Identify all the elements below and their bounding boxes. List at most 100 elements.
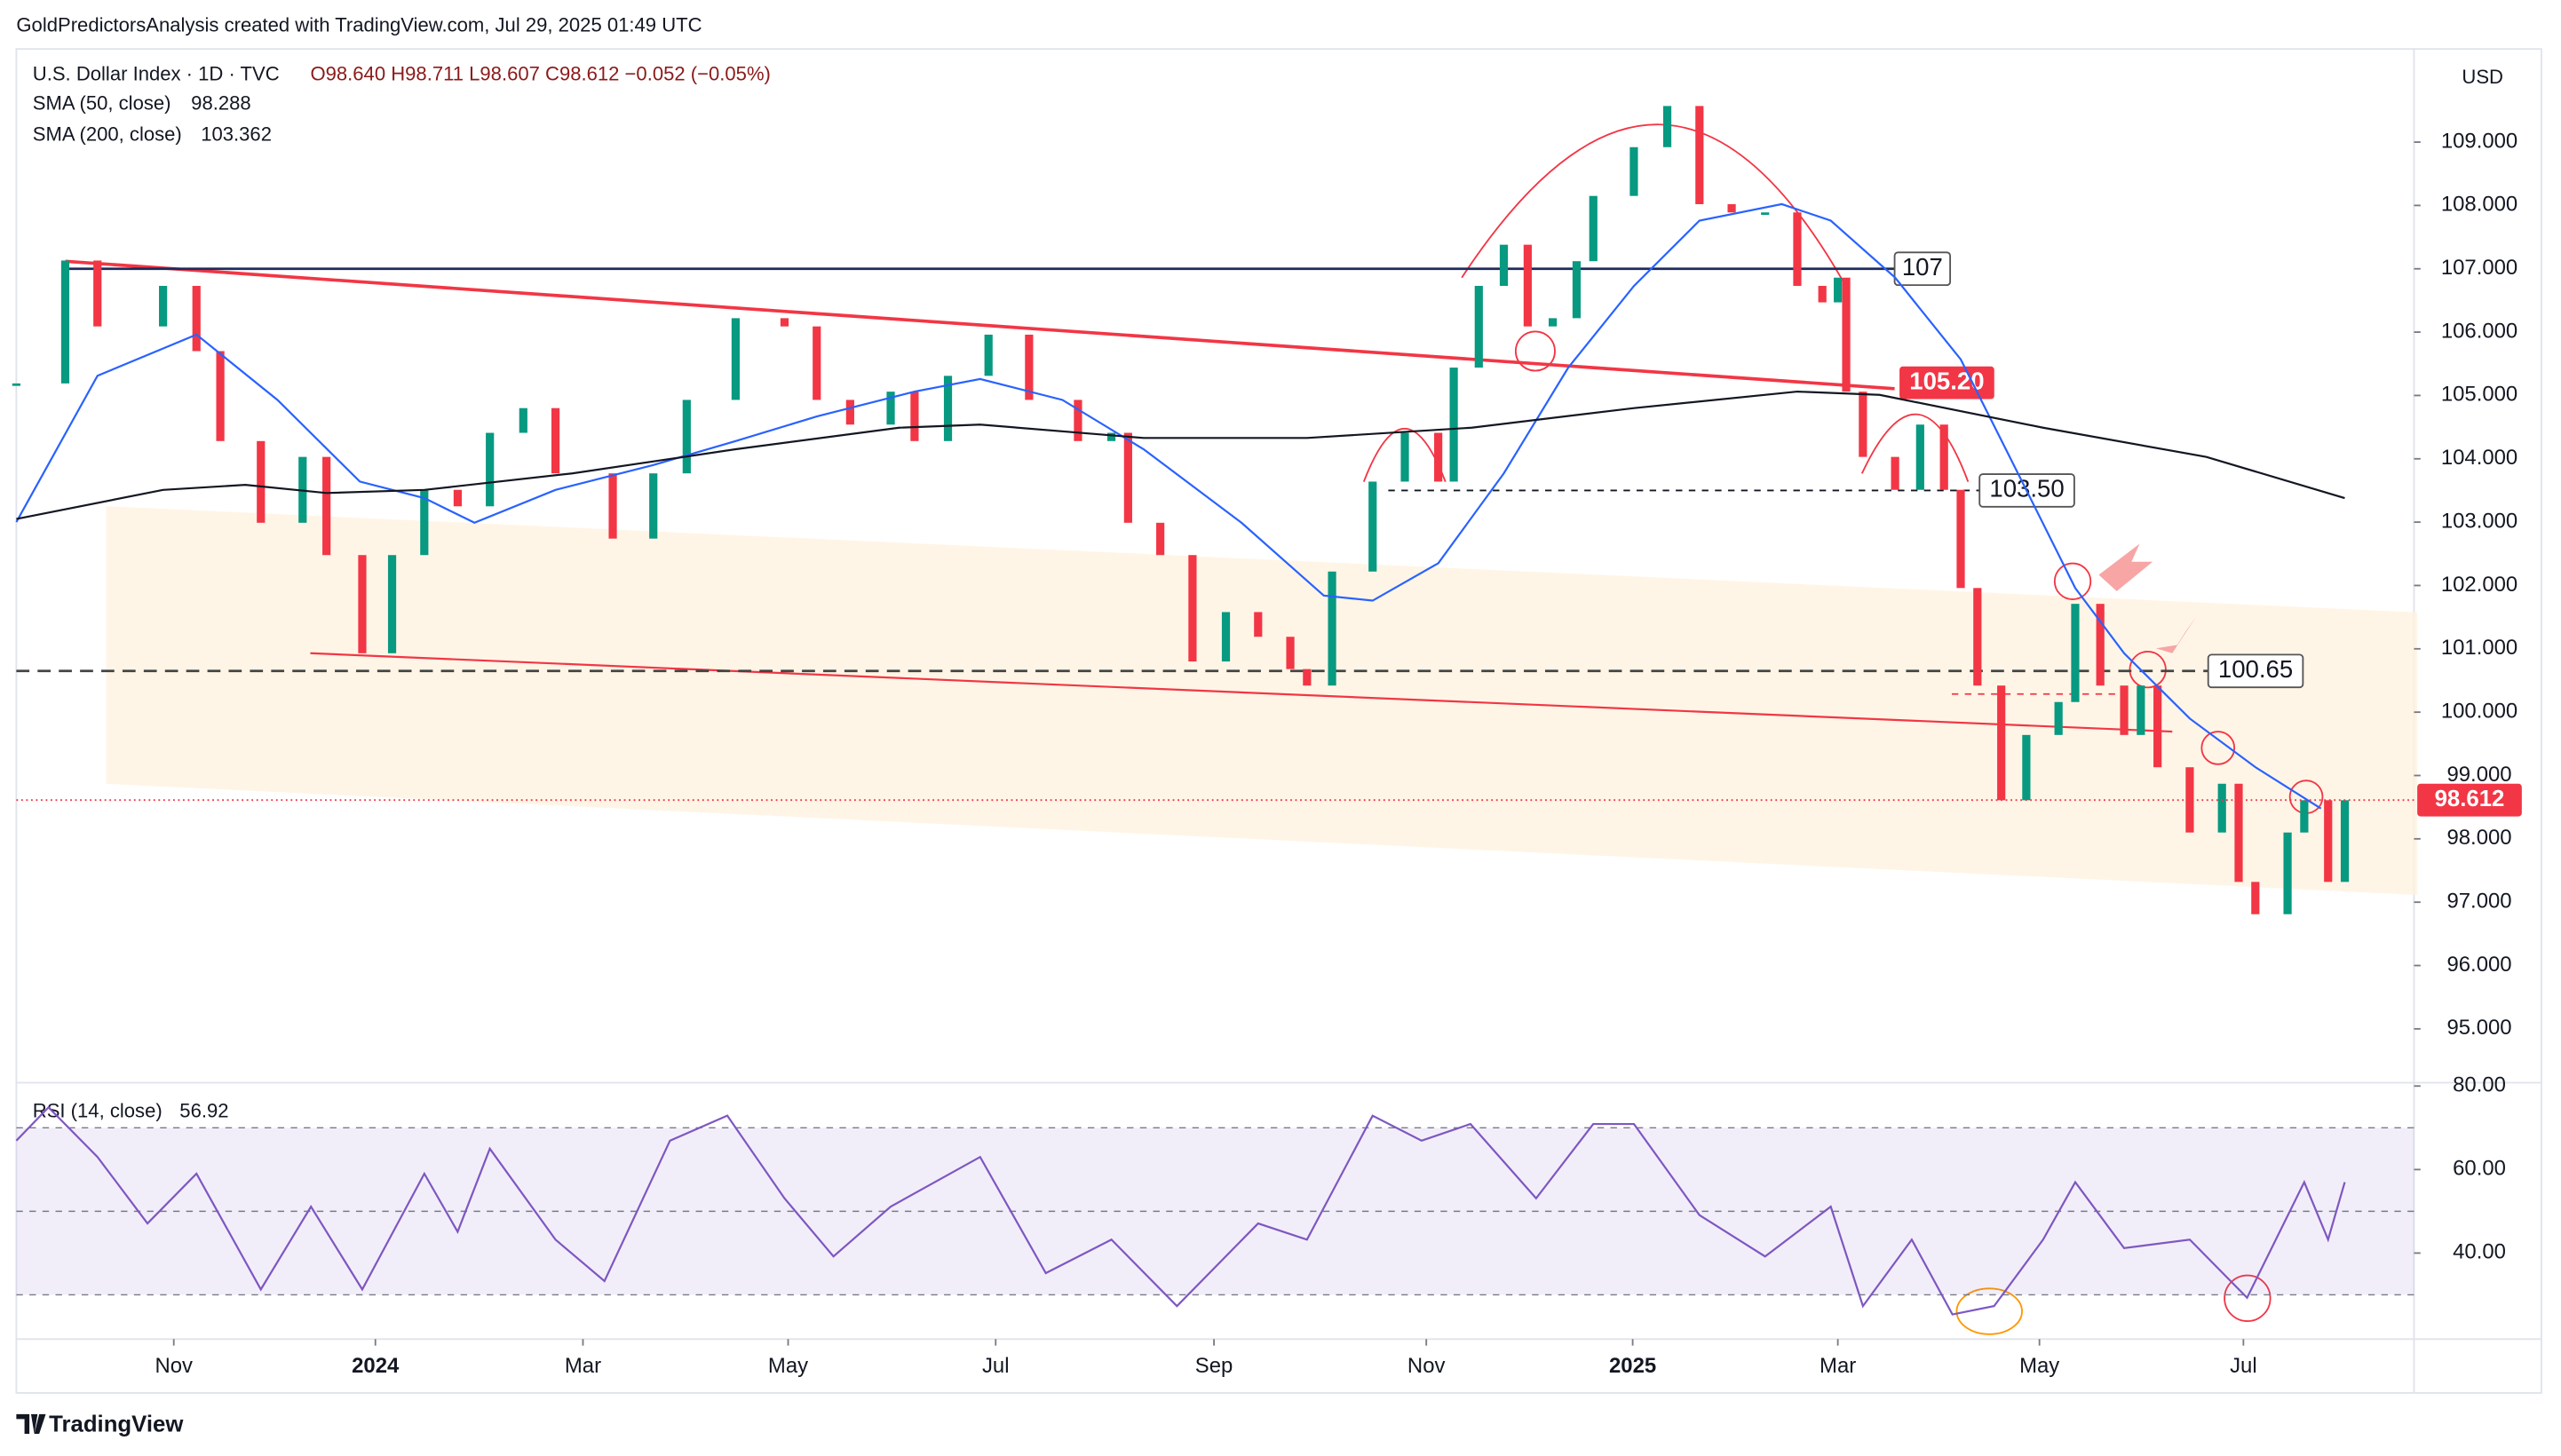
y-tick-label: 106.000 [2441, 319, 2517, 343]
candle [1156, 522, 1165, 556]
candle [682, 400, 691, 474]
candle [1662, 106, 1672, 147]
candle [486, 432, 495, 507]
sma-line [16, 390, 2345, 520]
legend-rsi-value: 56.92 [179, 1099, 228, 1121]
candle [2153, 685, 2162, 768]
candle [1328, 571, 1336, 686]
candle [608, 473, 617, 539]
candle [1842, 277, 1851, 392]
candle [322, 456, 331, 556]
footer: TradingView [49, 1412, 184, 1437]
rsi-y-tick-label: 80.00 [2453, 1073, 2506, 1097]
x-tick-label: 2024 [352, 1354, 400, 1378]
currency: USD [2462, 66, 2503, 88]
candle [1254, 612, 1263, 637]
y-tick-label: 99.000 [2446, 763, 2511, 787]
legend-rsi: RSI (14, close) [33, 1099, 163, 1121]
candle [1973, 588, 1982, 686]
candle [2300, 800, 2309, 833]
last-price-label: 98.612 [2435, 787, 2505, 811]
legend-sma-value: 98.288 [191, 92, 250, 115]
candle [984, 334, 993, 376]
candle [1368, 481, 1377, 572]
y-tick-label: 103.000 [2441, 509, 2517, 533]
candle [2054, 701, 2063, 735]
x-tick-label: May [2019, 1354, 2059, 1378]
x-tick-label: Jul [2230, 1354, 2257, 1378]
y-tick-label: 98.000 [2446, 826, 2511, 850]
arrow [2155, 615, 2197, 653]
level-label-box [1893, 251, 1952, 287]
candle [1548, 318, 1558, 327]
level-label: 103.50 [1989, 475, 2064, 502]
candle [1956, 489, 1965, 589]
candle [358, 555, 367, 653]
legend-sma: SMA (200, close) [33, 123, 182, 145]
candle [1939, 424, 1948, 490]
candle [192, 286, 201, 352]
last-price-box [2417, 783, 2522, 817]
candle [1074, 400, 1082, 441]
legend-title: U.S. Dollar Index · 1D · TVC [33, 62, 280, 84]
candle [216, 351, 225, 441]
candles [12, 106, 2350, 914]
candle [1589, 195, 1598, 262]
candle [1123, 432, 1132, 523]
x-tick-label: Nov [1407, 1354, 1446, 1378]
candle [2251, 882, 2260, 914]
candle [1474, 286, 1483, 368]
candle [1188, 555, 1197, 662]
candle [1106, 432, 1116, 441]
candle [1915, 424, 1924, 490]
candle [2324, 800, 2333, 882]
header: GoldPredictorsAnalysis created with Trad… [16, 13, 702, 36]
candle [1286, 637, 1295, 669]
candle [2234, 783, 2243, 882]
candle [731, 318, 741, 400]
candle [453, 489, 463, 507]
candle [1761, 212, 1770, 216]
rsi-y-tick-label: 40.00 [2453, 1240, 2506, 1264]
level-label: 105.20 [1909, 367, 1984, 394]
legend-sma-value: 103.362 [201, 123, 272, 145]
x-tick-label: Sep [1195, 1354, 1233, 1378]
candle [1629, 146, 1638, 196]
candle [649, 473, 658, 539]
level-label-box [1899, 366, 1994, 400]
candle [2137, 685, 2145, 735]
candle [551, 408, 560, 474]
sma-line [15, 202, 2322, 810]
level-label-box [2207, 653, 2304, 689]
x-tick-label: Mar [1820, 1354, 1856, 1378]
legend-ohlc: O98.640 H98.711 L98.607 C98.612 −0.052 (… [310, 62, 770, 84]
y-tick-label: 100.000 [2441, 699, 2517, 723]
x-tick-label: May [768, 1354, 808, 1378]
x-tick-label: Nov [155, 1354, 193, 1378]
candle [159, 286, 168, 327]
candle [519, 408, 527, 433]
candle [813, 326, 821, 400]
candle [1834, 277, 1843, 303]
candle [257, 440, 266, 523]
arc [1461, 123, 1847, 287]
candle [1891, 456, 1899, 490]
candle [387, 555, 397, 653]
candle [845, 400, 854, 425]
y-tick-label: 102.000 [2441, 573, 2517, 597]
candle [2120, 685, 2129, 735]
y-tick-label: 109.000 [2441, 129, 2517, 153]
legend-sma: SMA (50, close) [33, 92, 171, 115]
candle [1221, 612, 1231, 662]
x-tick-label: Jul [982, 1354, 1010, 1378]
candle [2340, 800, 2350, 882]
y-tick-label: 101.000 [2441, 636, 2517, 660]
highlight [1955, 1287, 2023, 1335]
rsi-band [16, 1128, 2414, 1295]
candle [910, 392, 919, 441]
y-tick-label: 107.000 [2441, 256, 2517, 280]
candle [2283, 832, 2292, 914]
y-tick-label: 105.000 [2441, 383, 2517, 407]
